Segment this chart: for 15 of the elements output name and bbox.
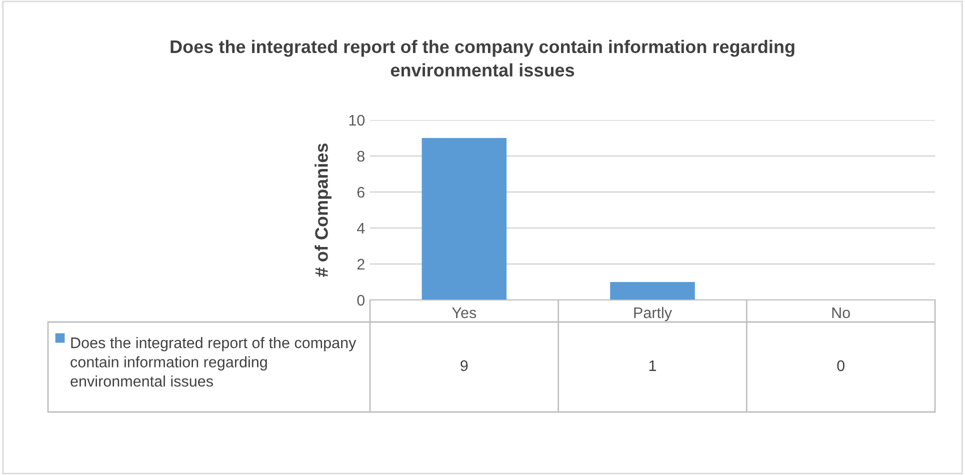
x-tick-label: Partly [634,306,672,322]
y-tick-label: 4 [356,223,365,234]
y-tick-label: 0 [357,294,365,306]
y-tick-label: 2 [357,258,364,270]
data-label: 0 [837,360,844,372]
y-axis-title: # of Companies [314,144,332,277]
x-tick-label: No [832,308,850,318]
chart-title: Does the integrated report of the company contain information regarding environmental issues [170,40,794,77]
legend-label: Does the integrated report of the company contain information regarding environmental issues [70,337,356,387]
y-tick-label: 8 [357,150,364,162]
y-tick-label: 10 [349,114,365,126]
y-tick-label: 6 [357,186,364,198]
data-label: 9 [460,360,468,372]
data-label: 1 [649,360,656,371]
x-tick-label: Yes [452,308,476,318]
